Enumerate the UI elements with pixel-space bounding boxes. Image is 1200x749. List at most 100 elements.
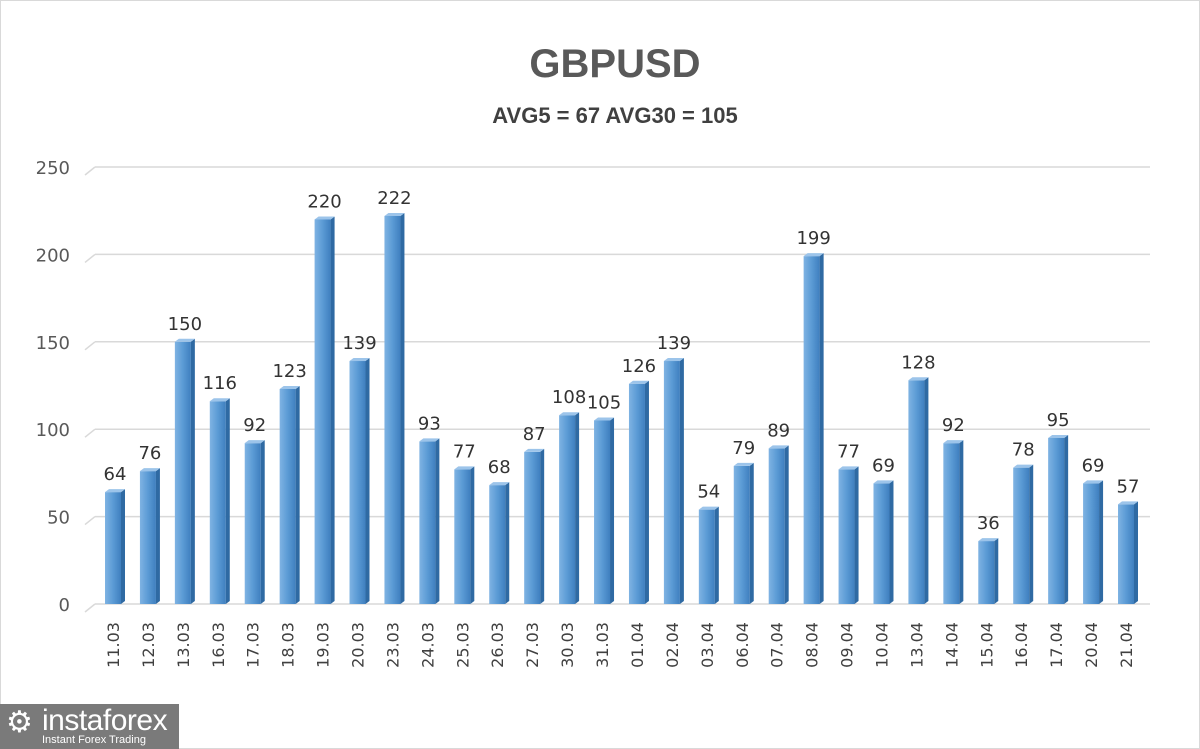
bar [768,448,785,604]
bar-top [663,358,684,362]
bar-top [1118,501,1138,505]
data-label: 123 [272,361,306,382]
x-tick-label: 10.04 [872,622,891,668]
x-tick-label: 24.03 [418,622,437,668]
data-label: 222 [377,188,411,209]
logo-tagline: Instant Forex Trading [42,734,146,746]
bar-side [959,440,964,604]
data-label: 139 [657,333,691,354]
x-tick-label: 23.03 [383,622,402,668]
x-tick-label: 09.04 [838,622,857,668]
y-tick-label: 50 [47,508,70,529]
bar-top [943,440,964,444]
bar-side [470,466,475,604]
bar [419,441,436,604]
x-tick-label: 27.03 [523,622,542,668]
x-tick-label: 17.03 [244,622,263,668]
bar-top [559,412,580,416]
bar [943,443,960,604]
bar [349,361,366,604]
gridline-depth [84,516,96,526]
bar-side [225,398,230,604]
bar-side [1134,501,1138,604]
bar-side [924,377,929,604]
bar-top [454,466,475,470]
bar-side [819,253,824,604]
data-label: 69 [872,455,895,476]
bar-side [365,358,370,604]
data-label: 92 [942,415,965,436]
bar [803,256,820,604]
y-tick-label: 200 [36,245,70,266]
x-tick-label: 07.04 [768,622,787,668]
bar-side [1064,434,1069,604]
bar-top [733,462,754,466]
bar-side [610,417,615,604]
bar-side [714,506,719,604]
data-label: 116 [203,373,237,394]
data-label: 93 [418,413,441,434]
bar [594,420,611,604]
bar [908,380,925,604]
x-tick-label: 26.03 [488,622,507,668]
gear-logo-icon: ⚙ [6,705,33,740]
data-label: 57 [1117,476,1140,497]
x-tick-label: 30.03 [558,622,577,668]
gridline-depth [84,428,96,438]
bar-top [174,338,195,342]
data-label: 76 [138,443,161,464]
bar [873,483,890,604]
x-tick-label: 03.04 [698,622,717,668]
bar-top [698,506,719,510]
bar-top [908,377,929,381]
bar [314,219,331,604]
bar-side [749,462,754,604]
data-label: 54 [697,482,720,503]
data-label: 105 [587,392,621,413]
bar [244,443,261,604]
bar [139,471,156,604]
bar [489,485,506,604]
gridline-depth [84,341,96,351]
bar [524,451,541,604]
x-tick-label: 11.03 [104,622,123,668]
bar-side [1099,480,1104,604]
data-label: 79 [732,438,755,459]
x-tick-label: 20.03 [349,622,368,668]
x-tick-label: 14.04 [942,622,961,668]
bar-top [489,482,510,486]
x-tick-label: 16.03 [209,622,228,668]
bar-side [1029,464,1034,604]
data-label: 92 [243,415,266,436]
bar-top [139,468,160,472]
bar-top [105,489,125,493]
x-tick-label: 01.04 [628,622,647,668]
bar-top [419,438,440,442]
chart-subtitle: AVG5 = 67 AVG30 = 105 [492,103,738,128]
bar [105,492,121,604]
bar-top [1083,480,1104,484]
bar-top [1013,464,1034,468]
bar [663,361,680,604]
bar-side [260,440,265,604]
y-tick-label: 100 [36,420,70,441]
bar [628,383,645,604]
bar [733,465,750,604]
chart-title: GBPUSD [529,42,701,86]
data-label: 64 [104,464,127,485]
data-label: 77 [453,441,476,462]
bar-top [244,440,265,444]
logo-brand: instaforex [42,704,168,737]
data-label: 69 [1082,455,1105,476]
bar-side [575,412,580,604]
data-label: 220 [307,191,341,212]
x-tick-label: 08.04 [803,622,822,668]
gridline-depth [84,166,96,176]
bar-top [384,212,405,216]
data-label: 77 [837,441,860,462]
bar-side [994,538,999,604]
y-tick-label: 0 [59,595,70,616]
x-tick-label: 31.03 [593,622,612,668]
bar-side [400,212,405,604]
